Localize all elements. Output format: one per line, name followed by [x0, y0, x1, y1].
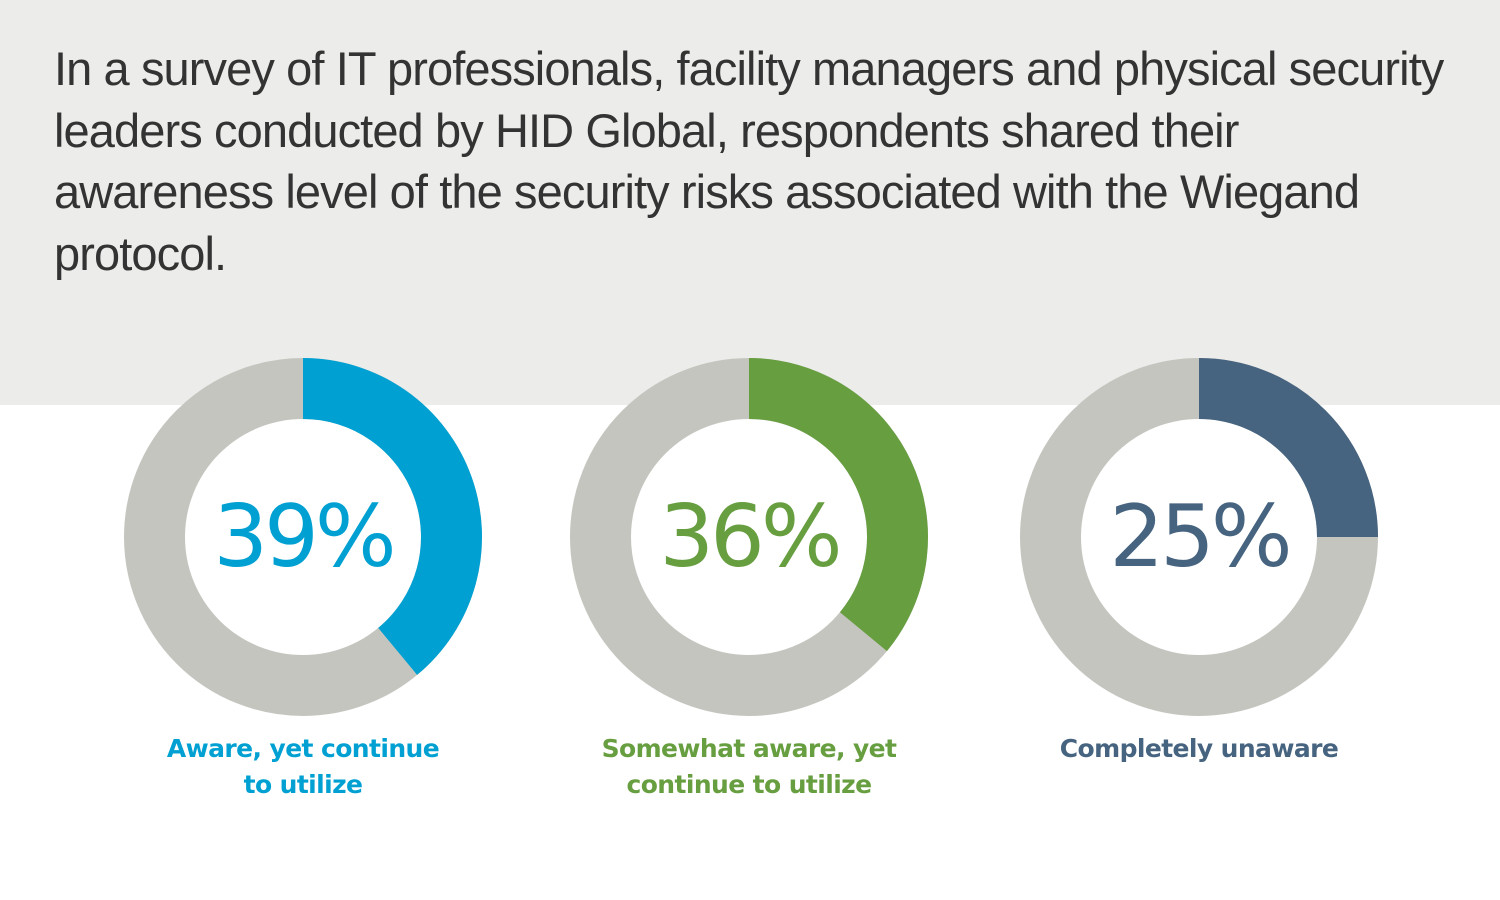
donut-arc — [748, 358, 928, 652]
donut-chart-aware: 39% — [122, 356, 484, 718]
caption-unaware: Completely unaware — [999, 731, 1399, 767]
donut-chart-unaware: 25% — [1018, 356, 1380, 718]
caption-line: continue to utilize — [626, 770, 873, 799]
percentage-value: 25% — [1109, 487, 1292, 587]
caption-aware: Aware, yet continue to utilize — [103, 731, 503, 803]
caption-line: Somewhat aware, yet — [601, 734, 897, 763]
percentage-value: 39% — [213, 487, 396, 587]
donut-svg — [570, 358, 928, 716]
caption-line: to utilize — [243, 770, 363, 799]
donut-chart-somewhat-aware: 36% — [568, 356, 930, 718]
donut-arc — [1198, 358, 1378, 538]
donut-svg — [1020, 358, 1378, 716]
caption-somewhat-aware: Somewhat aware, yet continue to utilize — [549, 731, 949, 803]
percentage-value: 36% — [659, 487, 842, 587]
donut-svg — [124, 358, 482, 716]
intro-text: In a survey of IT professionals, facilit… — [54, 42, 1444, 280]
donut-arc — [302, 358, 482, 675]
caption-line: Completely unaware — [1059, 734, 1339, 763]
caption-line: Aware, yet continue — [166, 734, 440, 763]
header-band — [0, 0, 1500, 405]
